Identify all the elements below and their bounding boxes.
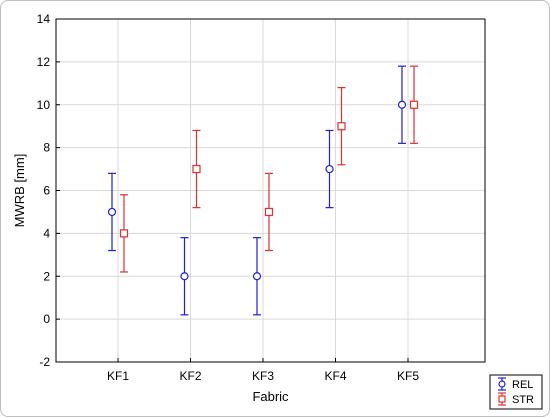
x-tick-label: KF2 [179,369,201,383]
y-tick-label: -2 [39,355,50,369]
series-rel [107,65,407,316]
legend-label: STR [512,394,534,406]
y-tick-label: 0 [43,312,50,326]
y-tick-label: 12 [37,55,51,69]
x-tick-label: KF4 [324,369,346,383]
data-point [192,164,201,174]
legend-marker [498,380,506,388]
series-str [119,65,419,273]
data-point [264,207,274,217]
data-point [397,100,407,109]
y-tick-label: 10 [37,98,51,112]
x-axis-label: Fabric [252,389,289,404]
data-point [337,122,346,131]
y-axis-label: MWRB [mm] [12,154,27,228]
data-point [325,164,334,174]
legend-box [489,374,543,410]
data-point [180,272,189,281]
y-axis: -2 0 2 4 6 8 10 12 14 [37,12,60,369]
data-point [409,100,419,109]
x-tick-label: KF1 [107,369,129,383]
y-tick-label: 6 [43,184,50,198]
legend: REL STR [489,374,543,410]
x-tick-label: KF3 [252,369,274,383]
data-point [119,229,129,238]
y-tick-label: 2 [43,269,50,283]
data-point [107,207,117,217]
x-tick-label: KF5 [397,369,419,383]
series [107,65,419,316]
grid [56,19,485,362]
x-axis: KF1 KF2 KF3 KF4 KF5 [107,358,419,383]
y-tick-label: 8 [43,141,50,155]
legend-marker [498,395,506,403]
data-point [252,272,262,281]
y-tick-label: 4 [43,226,50,240]
legend-label: REL [512,379,533,391]
y-tick-label: 14 [37,12,51,26]
